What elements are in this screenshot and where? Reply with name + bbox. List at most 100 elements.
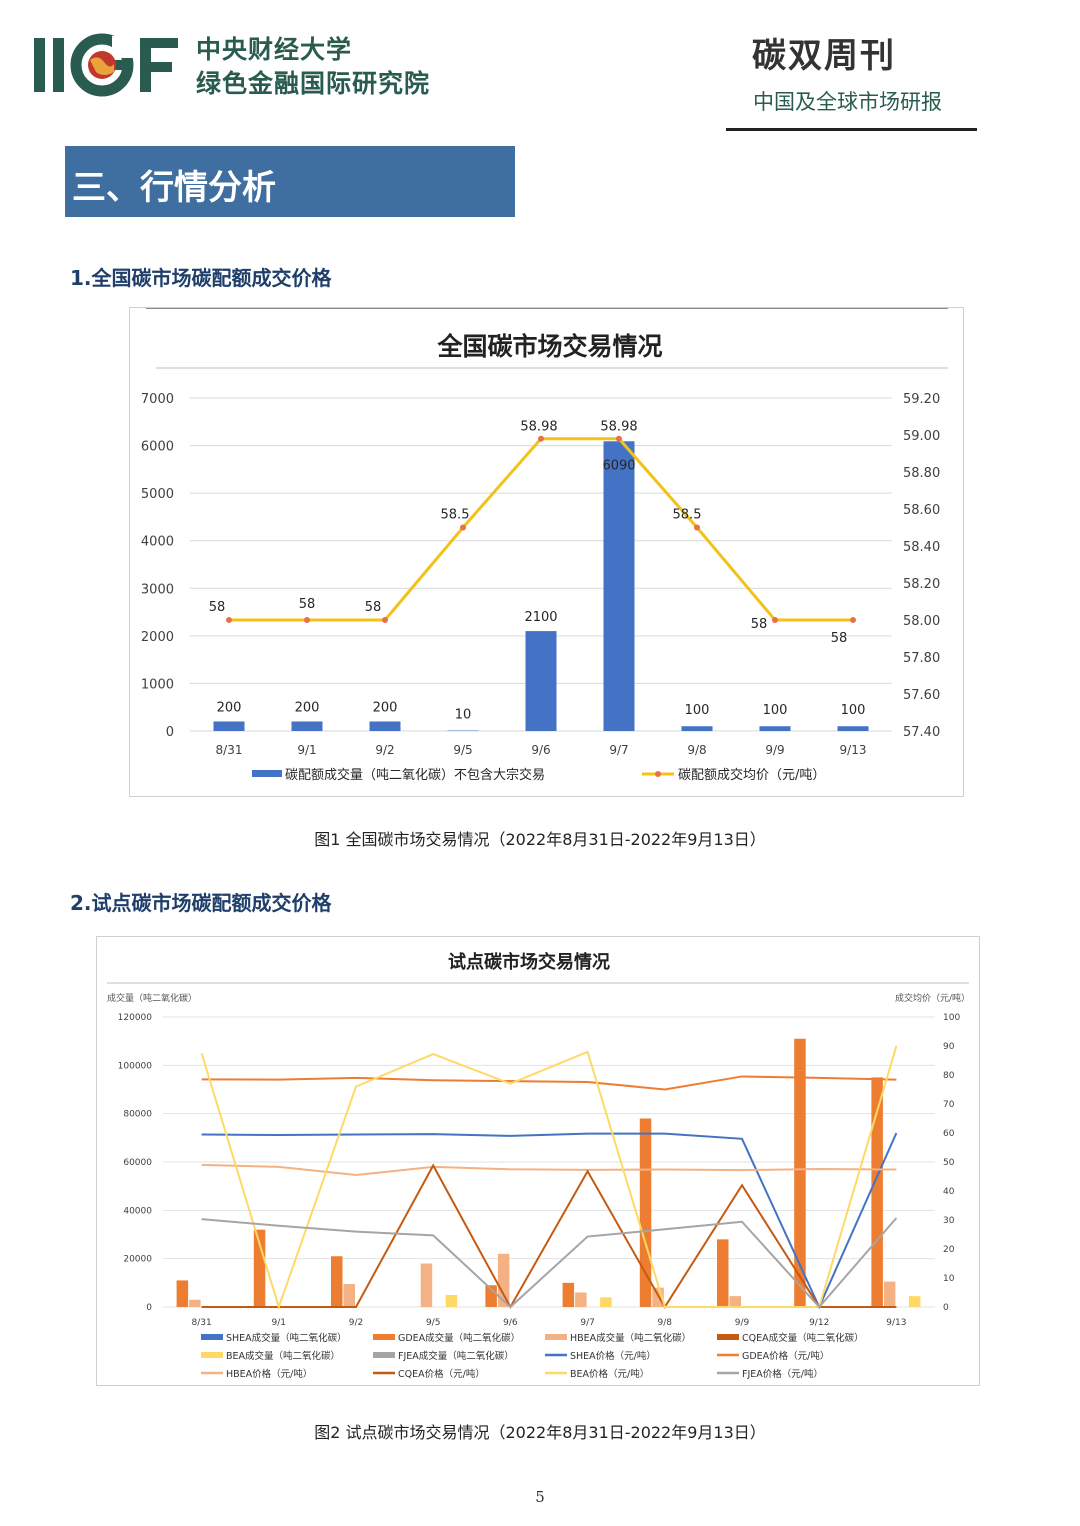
plot-area: 0 20000 40000 60000 80000 100000 120000 0 10 20 30… — [118, 1013, 961, 1380]
y-tick-label-right: 10 — [943, 1274, 955, 1284]
x-tick-label: 9/7 — [580, 1318, 594, 1328]
bar — [189, 1299, 201, 1307]
y-tick-label-left: 7000 — [141, 392, 174, 407]
bar-value-label: 6090 — [602, 458, 635, 473]
publication-title: 碳双周刊 — [752, 36, 896, 76]
legend-swatch-marker — [655, 771, 661, 777]
legend-label: CQEA价格（元/吨） — [398, 1368, 485, 1380]
chart-pilot-frame: 试点碳市场交易情况 成交量（吨二氧化碳） 成交均价（元/吨） 0 20000 400… — [96, 936, 980, 1386]
bar — [759, 726, 791, 731]
bar-value-label: 100 — [685, 703, 710, 718]
x-tick-label: 9/8 — [687, 743, 706, 757]
x-tick-label: 9/1 — [272, 1318, 286, 1328]
bar — [525, 631, 557, 731]
y-tick-label-left: 2000 — [141, 630, 174, 645]
bar — [871, 1077, 883, 1307]
x-tick-label: 9/5 — [426, 1318, 440, 1328]
x-tick-label: 9/9 — [765, 743, 784, 757]
x-tick-label: 9/6 — [503, 1318, 518, 1328]
bar — [343, 1284, 355, 1307]
price-value-label: 58 — [365, 600, 382, 615]
y-tick-label-right: 59.20 — [903, 392, 940, 407]
y-tick-label-right: 30 — [943, 1216, 955, 1226]
bar — [331, 1256, 343, 1307]
y-tick-label-right: 60 — [943, 1129, 955, 1139]
price-marker — [382, 617, 388, 623]
legend-swatch-bar — [373, 1334, 395, 1340]
bar — [291, 721, 323, 731]
price-marker — [538, 435, 544, 442]
bar-value-label: 100 — [841, 703, 866, 718]
price-value-label: 58.5 — [441, 508, 470, 523]
bar-value-label: 2100 — [524, 610, 557, 625]
y-tick-label-left: 80000 — [123, 1110, 152, 1120]
price-line — [201, 1163, 897, 1177]
chart-national-frame: 全国碳市场交易情况 0 1000 2000 3000 4000 5000 6000 7000 5… — [129, 307, 964, 797]
bar — [369, 721, 401, 731]
x-tick-label: 9/2 — [349, 1318, 363, 1328]
bar — [497, 1253, 510, 1307]
price-marker — [460, 524, 466, 531]
bar-value-label: 200 — [373, 700, 398, 715]
x-tick-label: 9/1 — [297, 743, 316, 757]
price-line — [201, 1163, 897, 1310]
y-tick-label-right: 80 — [943, 1071, 955, 1081]
y-tick-label-right: 57.40 — [903, 725, 940, 740]
publication-subtitle: 中国及全球市场研报 — [753, 90, 942, 114]
price-line — [201, 1132, 898, 1310]
legend-label: 碳配额成交均价（元/吨） — [678, 767, 825, 783]
price-value-label: 58 — [299, 597, 316, 612]
org-name-line1: 中央财经大学 — [196, 35, 353, 64]
page-number: 5 — [535, 1488, 545, 1506]
price-line — [200, 1045, 898, 1311]
bar — [652, 1287, 664, 1307]
y-tick-label-left: 40000 — [123, 1206, 152, 1216]
y-tick-label-left: 20000 — [123, 1255, 152, 1265]
bar — [420, 1263, 433, 1307]
y-tick-label-right: 58.40 — [903, 540, 940, 555]
y-tick-label-right: 0 — [943, 1303, 949, 1313]
section-banner — [65, 146, 515, 217]
bar — [794, 1038, 806, 1307]
bar — [445, 1294, 458, 1307]
figure-caption-1: 图1 全国碳市场交易情况（2022年8月31日-2022年9月13日） — [314, 830, 766, 849]
price-line — [201, 1217, 898, 1309]
y-tick-label-right: 70 — [943, 1100, 955, 1110]
price-marker — [226, 617, 232, 623]
x-tick-label: 9/7 — [609, 743, 628, 757]
y-tick-label-left: 0 — [146, 1303, 152, 1313]
price-value-label: 58.5 — [673, 508, 702, 523]
y-tick-label-right: 57.80 — [903, 651, 940, 666]
y-tick-label-right: 40 — [943, 1187, 955, 1197]
y-tick-label-right: 90 — [943, 1042, 955, 1052]
price-marker — [304, 617, 310, 623]
bar — [176, 1280, 189, 1307]
y-tick-label-left: 4000 — [141, 535, 174, 550]
y-tick-label-right: 20 — [943, 1245, 955, 1255]
x-tick-label: 9/13 — [886, 1318, 906, 1328]
bar — [253, 1229, 266, 1307]
y-tick-label-right: 59.00 — [903, 429, 940, 444]
x-tick-label: 9/5 — [453, 743, 472, 757]
legend-label: 碳配额成交量（吨二氧化碳）不包含大宗交易 — [285, 767, 545, 783]
price-marker — [616, 435, 622, 442]
y-tick-label-right: 58.80 — [903, 466, 940, 481]
bar-value-label: 200 — [217, 700, 242, 715]
bar — [837, 726, 869, 731]
legend-swatch-bar — [252, 770, 282, 777]
bar-value-label: 10 — [455, 708, 472, 723]
x-tick-label: 8/31 — [191, 1318, 211, 1328]
price-value-label: 58 — [751, 617, 768, 632]
legend-label: SHEA成交量（吨二氧化碳） — [226, 1332, 347, 1344]
legend-swatch-bar — [545, 1334, 567, 1340]
bar-value-label: 100 — [763, 703, 788, 718]
y-tick-label-left: 5000 — [141, 487, 174, 502]
bar — [681, 726, 713, 731]
org-name-line2: 绿色金融国际研究院 — [196, 69, 431, 98]
x-tick-label: 9/12 — [809, 1318, 829, 1328]
price-value-label: 58 — [209, 600, 226, 615]
legend-label: GDEA价格（元/吨） — [742, 1350, 829, 1362]
legend-label: GDEA成交量（吨二氧化碳） — [398, 1332, 520, 1344]
legend-label: BEA成交量（吨二氧化碳） — [226, 1350, 340, 1362]
y-tick-label-left: 100000 — [118, 1061, 153, 1071]
